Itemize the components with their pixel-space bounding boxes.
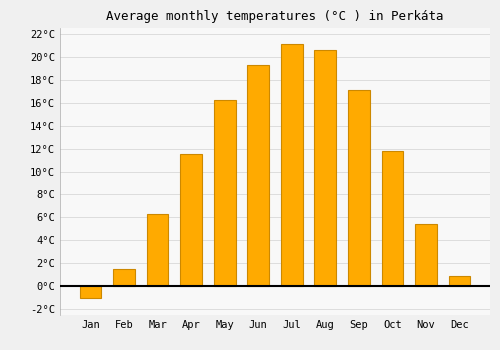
Bar [214, 100, 236, 286]
Bar [415, 224, 437, 286]
Bar [281, 44, 302, 286]
Bar [248, 65, 269, 286]
Bar [146, 214, 169, 286]
Bar [80, 286, 102, 298]
Bar [348, 90, 370, 286]
Bar [180, 154, 202, 286]
Title: Average monthly temperatures (°C ) in Perkáta: Average monthly temperatures (°C ) in Pe… [106, 10, 444, 23]
Bar [448, 276, 470, 286]
Bar [113, 269, 135, 286]
Bar [382, 151, 404, 286]
Bar [314, 50, 336, 286]
